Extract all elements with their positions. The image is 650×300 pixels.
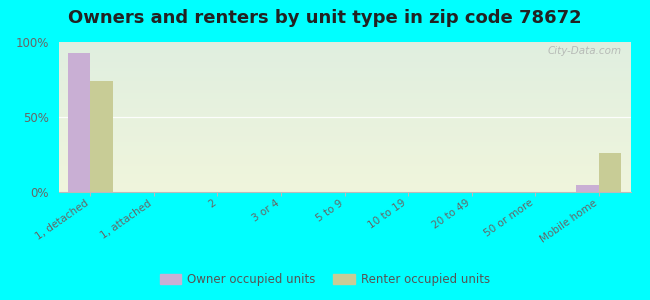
Text: 20 to 49: 20 to 49	[430, 198, 472, 231]
Text: 50 or more: 50 or more	[482, 198, 535, 239]
Text: 2: 2	[206, 198, 217, 210]
Text: 1, detached: 1, detached	[34, 198, 90, 242]
Bar	[68, 52, 90, 192]
Text: Owners and renters by unit type in zip code 78672: Owners and renters by unit type in zip c…	[68, 9, 582, 27]
Bar	[599, 153, 621, 192]
Text: 3 or 4: 3 or 4	[250, 198, 281, 224]
Bar	[577, 184, 599, 192]
Text: City-Data.com: City-Data.com	[548, 46, 622, 56]
Text: 10 to 19: 10 to 19	[367, 198, 408, 231]
Text: 5 to 9: 5 to 9	[314, 198, 344, 224]
Text: 1, attached: 1, attached	[99, 198, 154, 240]
Legend: Owner occupied units, Renter occupied units: Owner occupied units, Renter occupied un…	[155, 269, 495, 291]
Bar	[90, 81, 112, 192]
Text: Mobile home: Mobile home	[538, 198, 599, 244]
